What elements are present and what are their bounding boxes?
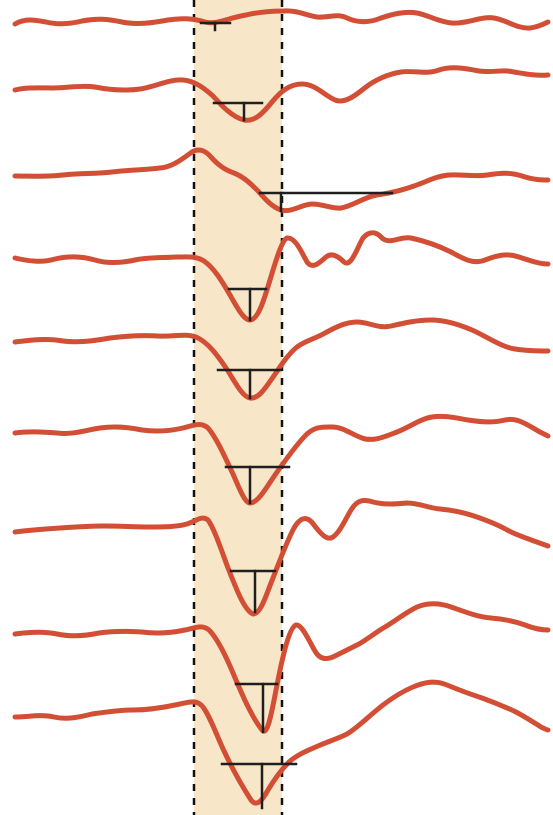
marker-1 [199, 21, 232, 32]
marker-9 [220, 762, 298, 810]
trace-8 [12, 601, 551, 734]
marker-7 [229, 569, 277, 614]
marker-2 [212, 101, 264, 122]
trace-2 [12, 65, 551, 123]
trace-1 [12, 8, 551, 31]
marker-8 [234, 682, 279, 734]
highlight-band [194, 0, 282, 815]
trace-5 [12, 317, 551, 401]
marker-group [199, 21, 394, 810]
marker-4 [227, 287, 268, 322]
trace-6 [12, 413, 551, 506]
marker-6 [224, 465, 291, 505]
trace-9 [12, 679, 551, 806]
marker-3 [258, 191, 394, 213]
trace-7 [12, 498, 551, 617]
marker-5 [216, 368, 283, 400]
trace-4 [12, 230, 551, 323]
